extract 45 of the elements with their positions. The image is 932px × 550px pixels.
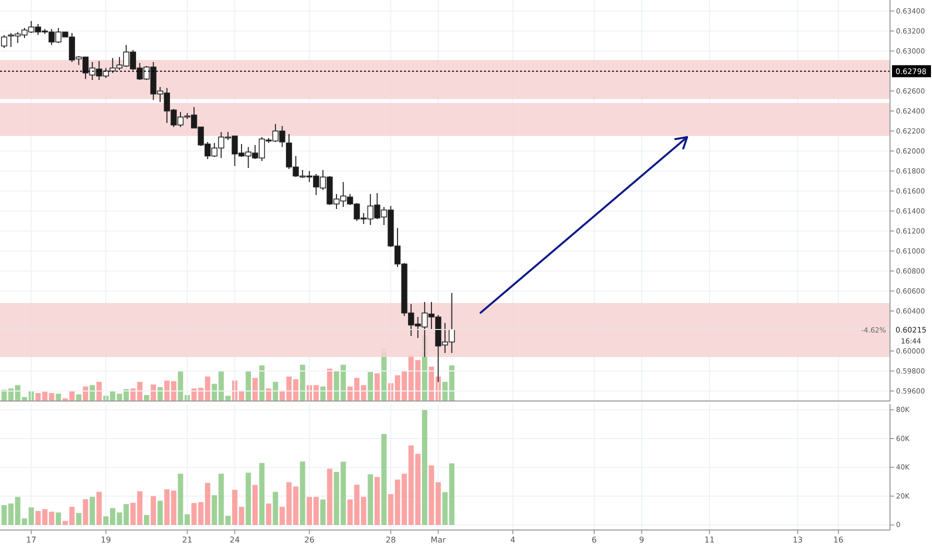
bar [76, 513, 82, 525]
bar [259, 365, 265, 401]
bar [157, 387, 163, 401]
bar [368, 474, 374, 525]
x-tick-label: 24 [230, 536, 240, 545]
bar [327, 368, 332, 401]
x-tick-label: 4 [510, 536, 516, 545]
x-tick-label: 13 [792, 536, 803, 545]
bar [252, 484, 258, 525]
bar [150, 384, 156, 401]
bar [381, 434, 387, 525]
bar [300, 461, 306, 525]
x-tick-label: 17 [26, 536, 36, 545]
bar [422, 410, 428, 525]
x-tick-label: 16 [833, 536, 844, 545]
bar [56, 394, 62, 401]
bar [368, 372, 374, 401]
x-tick-label: 19 [100, 536, 111, 545]
candlestick [1, 34, 8, 48]
x-tick-label: 11 [704, 536, 715, 545]
x-tick-label: 21 [182, 536, 192, 545]
x-tick-label: 28 [386, 536, 396, 545]
bar [56, 512, 62, 525]
bar [90, 496, 95, 525]
bar [150, 496, 156, 525]
bar [320, 499, 326, 525]
bar [96, 492, 102, 525]
bar [246, 371, 251, 401]
bar [144, 515, 150, 525]
bar [272, 492, 278, 525]
bar [266, 504, 272, 525]
bar [82, 499, 88, 525]
bar [327, 468, 332, 525]
x-tick-label: Mar [430, 536, 446, 545]
bar [374, 373, 380, 401]
x-tick-label: 6 [592, 536, 597, 545]
bar [90, 385, 95, 401]
x-tick-label: 9 [639, 536, 644, 545]
bar [246, 472, 251, 525]
bar [259, 463, 265, 525]
bar [266, 388, 272, 401]
bar [76, 394, 82, 401]
x-tick-label: 26 [304, 536, 314, 545]
bar [157, 500, 163, 525]
bar [374, 477, 380, 525]
